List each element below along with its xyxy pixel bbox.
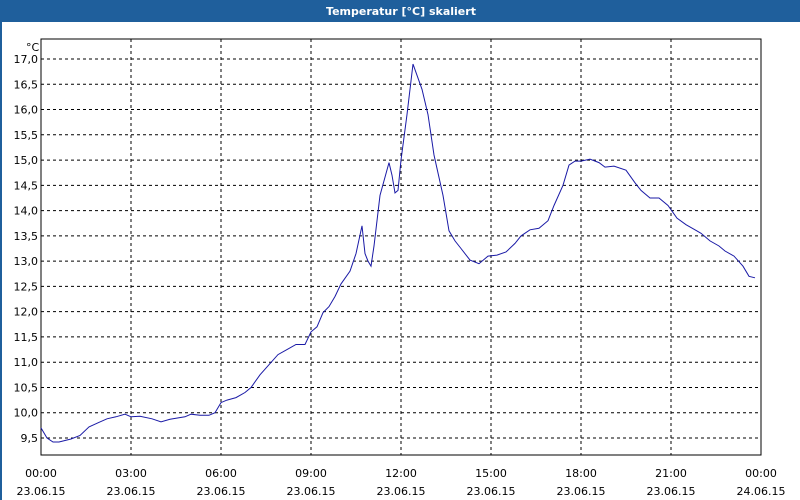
y-tick-label: 15,0 <box>14 154 39 167</box>
x-tick-date-label: 23.06.15 <box>647 485 696 498</box>
x-tick-time-label: 06:00 <box>205 467 237 480</box>
chart-title: Temperatur [°C] skaliert <box>1 1 800 22</box>
y-tick-label: 13,0 <box>14 255 39 268</box>
plot-frame <box>40 38 762 456</box>
series-layer <box>40 63 756 443</box>
chart-panel: °C 17,0 16,5 16,0 15,5 15,0 14,5 14,0 13,5 13,0 1… <box>2 22 800 500</box>
y-tick-label: 9,5 <box>21 432 39 445</box>
x-tick-date-label: 23.06.15 <box>467 485 516 498</box>
y-tick-label: 16,5 <box>14 78 39 91</box>
y-axis-unit-label: °C <box>26 41 40 54</box>
grid-lines <box>41 39 761 455</box>
y-tick-label: 13,5 <box>14 230 39 243</box>
x-tick-date-label: 23.06.15 <box>107 485 156 498</box>
x-tick-time-label: 00:00 <box>745 467 777 480</box>
y-tick-label: 10,0 <box>14 407 39 420</box>
y-tick-label: 14,0 <box>14 205 39 218</box>
temperature-line-chart: °C 17,016,516,015,515,014,514,013,513,01… <box>14 38 786 498</box>
x-tick-date-label: 24.06.15 <box>737 485 786 498</box>
y-tick-label: 15,5 <box>14 129 39 142</box>
y-tick-labels: 17,0 16,5 16,0 15,5 15,0 14,5 14,0 13,5 13,0 12,5… <box>14 53 39 445</box>
y-tick-label: 12,5 <box>14 280 39 293</box>
x-tick-date-label: 23.06.15 <box>287 485 336 498</box>
temperature-series-line <box>40 63 756 443</box>
x-tick-time-label: 21:00 <box>655 467 687 480</box>
y-tick-label: 10,5 <box>14 381 39 394</box>
x-tick-date-label: 23.06.15 <box>377 485 426 498</box>
x-tick-date-label: 23.06.15 <box>557 485 606 498</box>
y-tick-label: 17,0 <box>14 53 39 66</box>
x-tick-time-label: 03:00 <box>115 467 147 480</box>
x-tick-time-label: 09:00 <box>295 467 327 480</box>
y-tick-label: 11,0 <box>14 356 39 369</box>
x-tick-date-label: 23.06.15 <box>197 485 246 498</box>
y-tick-label: 11,5 <box>14 331 39 344</box>
y-tick-label: 16,0 <box>14 104 39 117</box>
y-tick-label: 12,0 <box>14 306 39 319</box>
x-tick-date-label: 23.06.15 <box>17 485 66 498</box>
y-tick-label: 14,5 <box>14 179 39 192</box>
x-tick-time-label: 15:00 <box>475 467 507 480</box>
x-tick-time-label: 18:00 <box>565 467 597 480</box>
x-tick-time-label: 00:00 <box>25 467 57 480</box>
x-tick-time-label: 12:00 <box>385 467 417 480</box>
x-tick-labels: 00:00 23.06.15 03:00 23.06.15 06:00 23.06.15 0… <box>17 467 786 498</box>
